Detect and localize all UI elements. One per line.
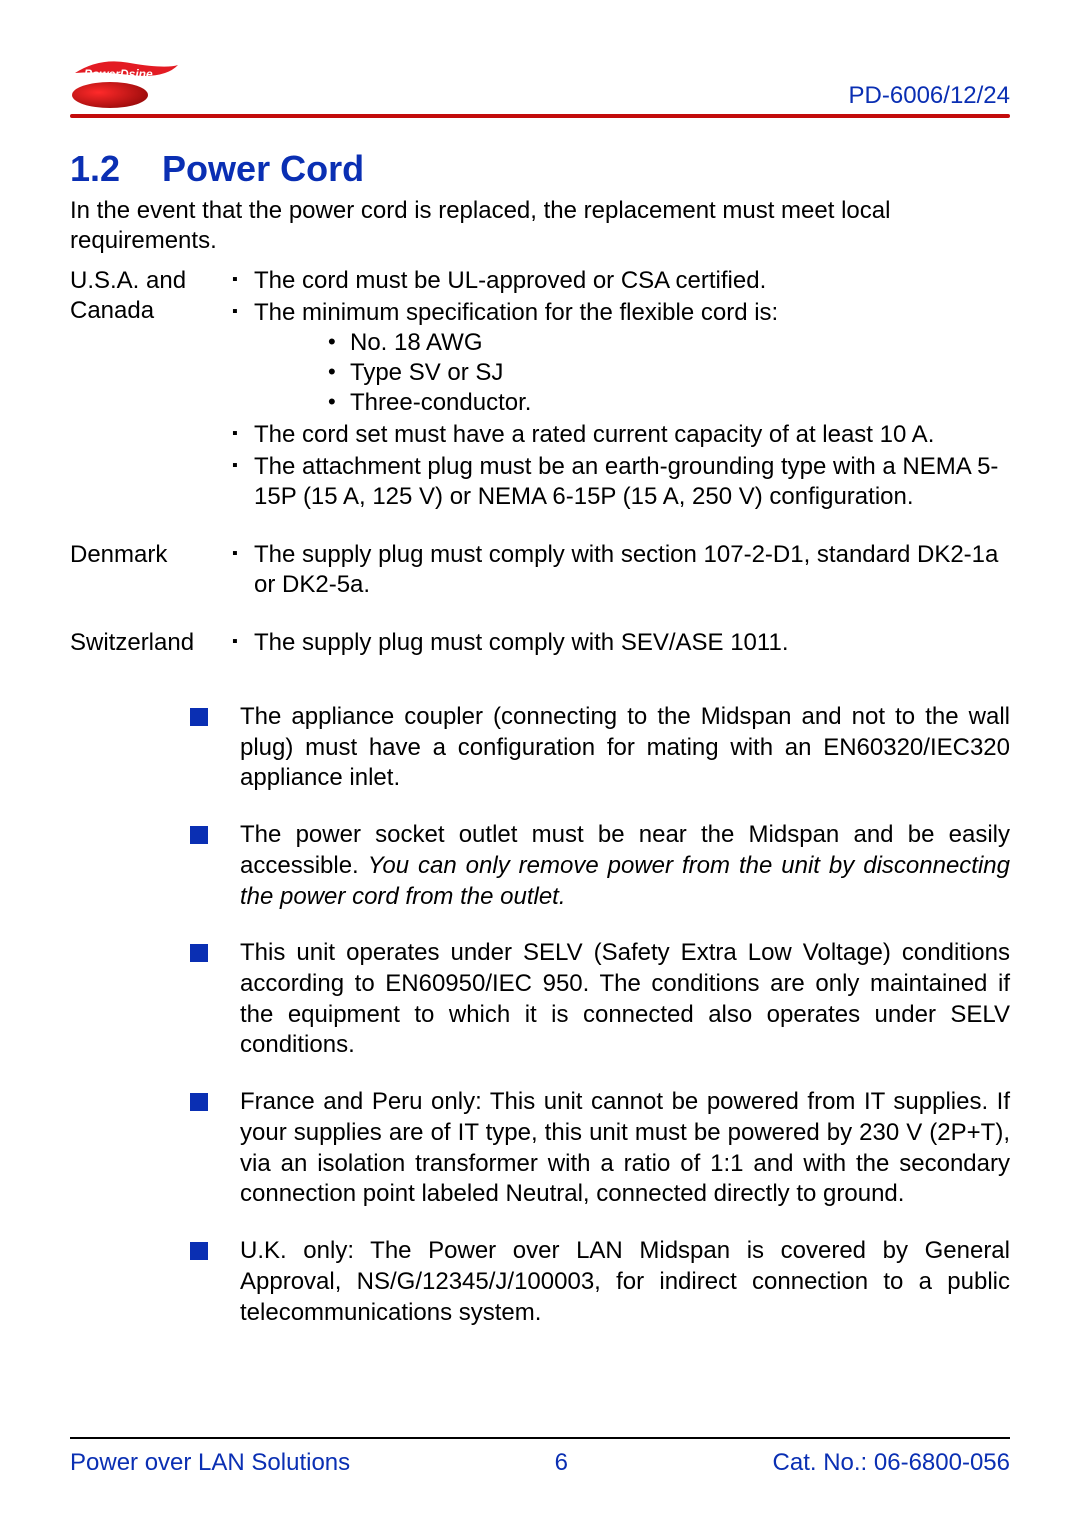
req-item: The cord set must have a rated current c… <box>232 420 1010 450</box>
req-subitem: Three-conductor. <box>328 388 1010 418</box>
req-item: The minimum specification for the flexib… <box>232 298 1010 418</box>
req-item: The cord must be UL-approved or CSA cert… <box>232 266 1010 296</box>
document-id: PD-6006/12/24 <box>849 82 1010 110</box>
square-bullet-icon <box>70 820 240 912</box>
note-item: The power socket outlet must be near the… <box>70 820 1010 912</box>
footer-rule <box>70 1437 1010 1439</box>
note-item: France and Peru only: This unit cannot b… <box>70 1087 1010 1210</box>
note-text: U.K. only: The Power over LAN Midspan is… <box>240 1236 1010 1328</box>
requirements-table: U.S.A. and Canada The cord must be UL-ap… <box>70 266 1010 660</box>
region-label: Switzerland <box>70 628 220 660</box>
note-item: U.K. only: The Power over LAN Midspan is… <box>70 1236 1010 1328</box>
svg-text:PowerDsine: PowerDsine <box>84 67 153 81</box>
region-label: U.S.A. and Canada <box>70 266 220 514</box>
header-rule <box>70 114 1010 118</box>
square-bullet-icon <box>70 1087 240 1210</box>
note-text: The appliance coupler (connecting to the… <box>240 702 1010 794</box>
region-body: The supply plug must comply with section… <box>232 540 1010 602</box>
section-number: 1.2 <box>70 148 120 190</box>
req-item: The supply plug must comply with SEV/ASE… <box>232 628 1010 658</box>
req-item: The supply plug must comply with section… <box>232 540 1010 600</box>
square-bullet-icon <box>70 938 240 1061</box>
section-title: Power Cord <box>162 148 364 189</box>
region-body: The cord must be UL-approved or CSA cert… <box>232 266 1010 514</box>
note-item: This unit operates under SELV (Safety Ex… <box>70 938 1010 1061</box>
req-subitem: No. 18 AWG <box>328 328 1010 358</box>
note-text: This unit operates under SELV (Safety Ex… <box>240 938 1010 1061</box>
req-subitem: Type SV or SJ <box>328 358 1010 388</box>
region-body: The supply plug must comply with SEV/ASE… <box>232 628 1010 660</box>
footer-left: Power over LAN Solutions <box>70 1449 350 1477</box>
square-bullet-icon <box>70 702 240 794</box>
page-footer: Power over LAN Solutions 6 Cat. No.: 06-… <box>70 1437 1010 1477</box>
footer-right: Cat. No.: 06-6800-056 <box>773 1449 1010 1477</box>
section-intro: In the event that the power cord is repl… <box>70 196 1010 256</box>
note-text: France and Peru only: This unit cannot b… <box>240 1087 1010 1210</box>
page: PowerDsine PD-6006/12/24 1.2 Power Cord I… <box>0 0 1080 1529</box>
page-header: PowerDsine PD-6006/12/24 <box>70 50 1010 110</box>
square-bullet-icon <box>70 1236 240 1328</box>
note-item: The appliance coupler (connecting to the… <box>70 702 1010 794</box>
note-text: The power socket outlet must be near the… <box>240 820 1010 912</box>
notes-list: The appliance coupler (connecting to the… <box>70 702 1010 1328</box>
req-item: The attachment plug must be an earth-gro… <box>232 452 1010 512</box>
section-heading: 1.2 Power Cord <box>70 148 1010 190</box>
footer-page-number: 6 <box>350 1449 772 1477</box>
powerdsine-logo: PowerDsine <box>70 55 180 110</box>
region-label: Denmark <box>70 540 220 602</box>
